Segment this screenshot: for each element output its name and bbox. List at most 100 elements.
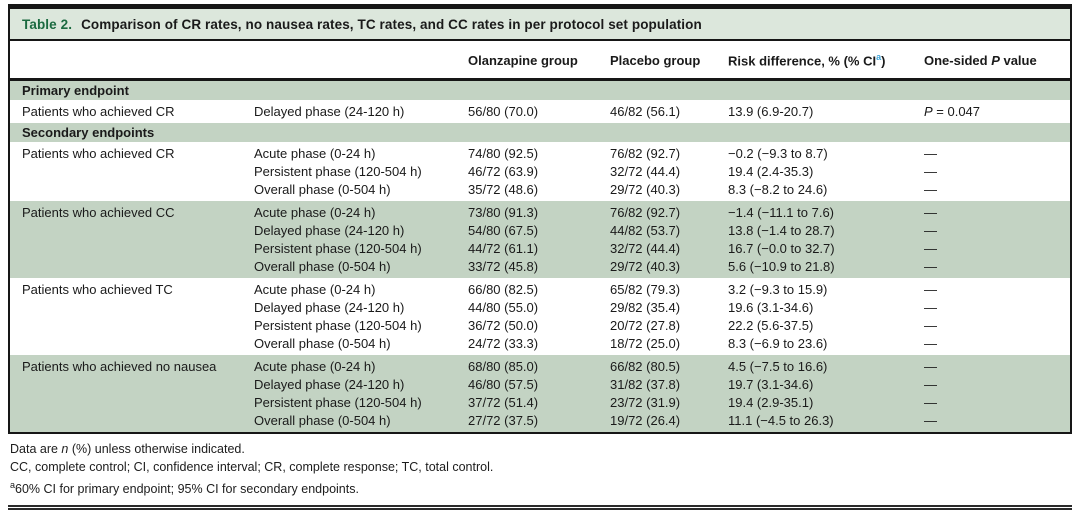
- p-value-cell: —: [924, 146, 937, 162]
- placebo-cell: 66/82 (80.5): [610, 355, 728, 377]
- data-row: Overall phase (0-504 h) 24/72 (33.3) 18/72…: [10, 335, 1070, 355]
- placebo-cell: 65/82 (79.3): [610, 282, 681, 298]
- risk-diff-cell: 11.1 (−4.5 to 26.3): [728, 412, 924, 433]
- endpoint-column-header: [10, 41, 254, 82]
- footnote-data-format: Data are n (%) unless otherwise indicate…: [10, 442, 245, 457]
- p-value-cell: —: [924, 182, 937, 198]
- endpoint-cell: [10, 181, 254, 201]
- table-body: Primary endpoint Patients who achieved CR…: [10, 79, 1070, 433]
- footnote-ci-definition: a60% CI for primary endpoint; 95% CI for…: [10, 480, 359, 497]
- endpoint-cell: [10, 258, 254, 279]
- table-container: Table 2. Comparison of CR rates, no nause…: [8, 4, 1072, 435]
- placebo-cell: 23/72 (31.9): [610, 394, 728, 413]
- data-row: Delayed phase (24-120 h) 44/80 (55.0) 29/8…: [10, 299, 1070, 317]
- olanzapine-cell: 68/80 (85.0): [468, 355, 610, 377]
- placebo-cell: 18/72 (25.0): [610, 336, 681, 352]
- endpoint-cell: Patients who achieved CR: [22, 146, 175, 162]
- table-header: Olanzapine group Placebo group Risk diff…: [10, 41, 1070, 82]
- placebo-cell: 29/72 (40.3): [610, 258, 728, 279]
- data-row: Patients who achieved CC Acute phase (0-2…: [10, 201, 1070, 223]
- phase-cell: Overall phase (0-504 h): [254, 412, 468, 433]
- risk-diff-cell: 19.6 (3.1-34.6): [728, 300, 814, 316]
- p-value-cell: —: [924, 258, 1070, 279]
- data-row: Delayed phase (24-120 h) 46/80 (57.5) 31/8…: [10, 376, 1070, 395]
- endpoint-cell: [10, 240, 254, 259]
- placebo-column-header: Placebo group: [610, 41, 728, 82]
- p-value-cell: —: [924, 222, 1070, 241]
- p-value-cell: —: [924, 376, 1070, 395]
- p-value-cell: —: [924, 201, 1070, 223]
- phase-cell: Overall phase (0-504 h): [254, 336, 391, 352]
- section-header-label: Primary endpoint: [10, 79, 1070, 101]
- endpoint-cell: [10, 317, 254, 335]
- phase-column-header: [254, 41, 468, 82]
- placebo-cell: 32/72 (44.4): [610, 240, 728, 259]
- phase-cell: Overall phase (0-504 h): [254, 182, 391, 198]
- phase-cell: Persistent phase (120-504 h): [254, 394, 468, 413]
- phase-cell: Acute phase (0-24 h): [254, 355, 468, 377]
- bottom-double-rule: [8, 505, 1072, 510]
- endpoint-cell: Patients who achieved CC: [10, 201, 254, 223]
- endpoint-cell: [10, 163, 254, 181]
- placebo-cell: 76/82 (92.7): [610, 146, 681, 162]
- placebo-cell: 31/82 (37.8): [610, 376, 728, 395]
- olanzapine-cell: 44/72 (61.1): [468, 240, 610, 259]
- risk-diff-cell: 8.3 (−6.9 to 23.6): [728, 336, 828, 352]
- data-row: Overall phase (0-504 h) 35/72 (48.6) 29/72…: [10, 181, 1070, 201]
- olanzapine-cell: 33/72 (45.8): [468, 258, 610, 279]
- p-value-cell: —: [924, 240, 1070, 259]
- endpoint-cell: [10, 299, 254, 317]
- risk-diff-cell: 13.9 (6.9-20.7): [728, 104, 814, 120]
- data-row: Persistent phase (120-504 h) 37/72 (51.4)…: [10, 394, 1070, 413]
- ci-footnote-marker: a: [876, 52, 882, 62]
- phase-cell: Delayed phase (24-120 h): [254, 376, 468, 395]
- risk-diff-cell: 13.8 (−1.4 to 28.7): [728, 222, 924, 241]
- olanzapine-cell: 54/80 (67.5): [468, 222, 610, 241]
- olanzapine-cell: 73/80 (91.3): [468, 201, 610, 223]
- endpoint-cell: Patients who achieved no nausea: [10, 355, 254, 377]
- data-row: Persistent phase (120-504 h) 44/72 (61.1)…: [10, 240, 1070, 259]
- placebo-cell: 29/82 (35.4): [610, 300, 681, 316]
- table-title-text: Comparison of CR rates, no nausea rates,…: [81, 17, 702, 32]
- column-header-row: Olanzapine group Placebo group Risk diff…: [10, 41, 1070, 82]
- p-value-cell: —: [924, 412, 1070, 433]
- placebo-cell: 29/72 (40.3): [610, 182, 681, 198]
- p-value-cell: —: [924, 164, 937, 180]
- risk-diff-cell: −0.2 (−9.3 to 8.7): [728, 146, 828, 162]
- olanzapine-cell: 37/72 (51.4): [468, 394, 610, 413]
- placebo-cell: 44/82 (53.7): [610, 222, 728, 241]
- p-value-cell: —: [924, 300, 937, 316]
- results-table: Olanzapine group Placebo group Risk diff…: [10, 41, 1070, 433]
- data-row: Patients who achieved no nausea Acute pha…: [10, 355, 1070, 377]
- phase-cell: Acute phase (0-24 h): [254, 282, 376, 298]
- p-value-cell: —: [924, 282, 937, 298]
- placebo-cell: 32/72 (44.4): [610, 164, 681, 180]
- data-row: Patients who achieved CR Delayed phase (2…: [10, 100, 1070, 123]
- data-row: Overall phase (0-504 h) 27/72 (37.5) 19/72…: [10, 412, 1070, 433]
- section-header-label: Secondary endpoints: [10, 123, 1070, 143]
- olanzapine-cell: 46/72 (63.9): [468, 164, 539, 180]
- data-row: Persistent phase (120-504 h) 36/72 (50.0)…: [10, 317, 1070, 335]
- risk-diff-cell: 19.4 (2.4-35.3): [728, 164, 814, 180]
- p-value-column-header: One-sided P value: [924, 41, 1070, 82]
- section-header-row: Secondary endpoints: [10, 123, 1070, 143]
- phase-cell: Overall phase (0-504 h): [254, 258, 468, 279]
- placebo-cell: 46/82 (56.1): [610, 104, 681, 120]
- footnote-abbreviations: CC, complete control; CI, confidence int…: [10, 460, 494, 475]
- placebo-cell: 76/82 (92.7): [610, 201, 728, 223]
- risk-diff-cell: 16.7 (−0.0 to 32.7): [728, 240, 924, 259]
- phase-cell: Delayed phase (24-120 h): [254, 222, 468, 241]
- olanzapine-cell: 44/80 (55.0): [468, 300, 539, 316]
- risk-diff-cell: 3.2 (−9.3 to 15.9): [728, 282, 828, 298]
- olanzapine-cell: 35/72 (48.6): [468, 182, 539, 198]
- p-value-cell: —: [924, 355, 1070, 377]
- p-value-cell: —: [924, 394, 1070, 413]
- phase-cell: Acute phase (0-24 h): [254, 146, 376, 162]
- endpoint-cell: [10, 335, 254, 355]
- risk-diff-cell: 19.7 (3.1-34.6): [728, 376, 924, 395]
- endpoint-cell: [10, 394, 254, 413]
- table-number-label: Table 2.: [22, 17, 73, 32]
- phase-cell: Persistent phase (120-504 h): [254, 164, 422, 180]
- p-value-cell: P = 0.047: [924, 104, 981, 120]
- olanzapine-cell: 46/80 (57.5): [468, 376, 610, 395]
